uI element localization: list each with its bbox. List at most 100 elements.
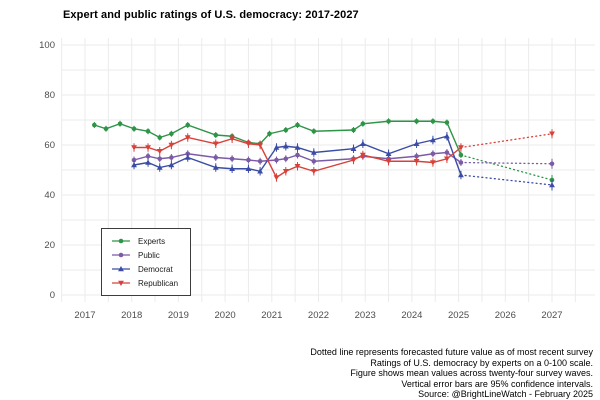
data-point: [229, 165, 236, 172]
data-point: [359, 140, 366, 147]
circle-legend-marker-icon: [112, 252, 130, 258]
footnote-line: Dotted line represents forecasted future…: [310, 347, 593, 357]
data-point: [360, 121, 366, 127]
data-point: [274, 157, 279, 163]
data-point: [117, 121, 123, 127]
data-point: [458, 172, 464, 178]
y-tick-label: 80: [44, 90, 55, 101]
series-line: [133, 135, 462, 176]
data-point: [414, 118, 419, 124]
data-point: [444, 133, 450, 139]
data-point: [273, 144, 280, 150]
data-point: [131, 162, 137, 168]
data-point: [385, 150, 392, 157]
data-point: [310, 168, 317, 175]
data-point: [257, 158, 263, 164]
series-line: [134, 136, 462, 179]
x-tick-label: 2019: [168, 310, 189, 321]
data-point: [413, 140, 420, 147]
data-point: [311, 128, 317, 134]
legend-label: Experts: [138, 236, 166, 246]
x-tick-label: 2026: [495, 310, 516, 321]
data-point: [184, 135, 191, 141]
data-point: [245, 141, 252, 147]
data-point: [430, 118, 436, 124]
data-point: [359, 152, 366, 158]
data-point: [273, 175, 280, 181]
data-point: [212, 141, 219, 147]
data-point: [282, 143, 289, 149]
data-point: [168, 142, 175, 148]
data-point: [458, 145, 464, 151]
chart-title: Expert and public ratings of U.S. democr…: [63, 9, 359, 21]
y-tick-label: 0: [50, 290, 55, 301]
data-point: [283, 156, 289, 162]
y-tick-label: 20: [44, 240, 55, 251]
series-line: [94, 120, 462, 156]
data-point: [282, 168, 289, 175]
data-point: [131, 126, 137, 132]
series-line: [133, 151, 462, 164]
series-public: [131, 149, 555, 169]
data-point: [92, 122, 97, 128]
data-point: [168, 162, 175, 168]
data-point: [145, 128, 151, 134]
data-point: [458, 152, 464, 158]
data-point: [118, 238, 124, 244]
data-point: [246, 157, 251, 163]
data-point: [430, 160, 436, 166]
x-tick-label: 2027: [541, 310, 562, 321]
circle-legend-marker-icon: [112, 238, 130, 244]
x-tick-label: 2020: [215, 310, 236, 321]
data-point: [131, 145, 137, 151]
data-point: [118, 252, 124, 258]
footnote-line: Figure shows mean values across twenty-f…: [350, 368, 593, 379]
data-point: [386, 118, 391, 124]
data-point: [444, 120, 450, 125]
data-point: [118, 280, 124, 286]
data-point: [295, 122, 300, 128]
forecast-line: [460, 133, 553, 149]
data-point: [145, 159, 151, 165]
data-point: [413, 158, 420, 165]
x-tick-label: 2017: [74, 310, 95, 321]
x-tick-label: 2022: [308, 310, 329, 321]
data-point: [145, 145, 151, 151]
data-point: [229, 156, 235, 162]
data-point: [156, 148, 163, 155]
data-point: [549, 131, 555, 137]
legend-item-experts: Experts: [111, 236, 178, 246]
legend: Experts Public Democrat Republican: [101, 228, 192, 296]
data-point: [444, 150, 450, 155]
series-republican: [131, 129, 555, 182]
data-point: [245, 165, 252, 172]
data-point: [169, 131, 174, 137]
x-tick-label: 2021: [261, 310, 282, 321]
data-point: [430, 151, 436, 157]
data-point: [430, 137, 436, 143]
data-point: [212, 164, 219, 170]
triangle-down-legend-marker-icon: [112, 280, 130, 286]
data-point: [184, 154, 191, 160]
data-point: [294, 144, 301, 150]
data-point: [549, 161, 555, 167]
y-tick-label: 60: [44, 140, 55, 151]
data-point: [131, 157, 137, 163]
data-point: [295, 152, 300, 158]
data-point: [229, 136, 236, 142]
data-point: [103, 126, 109, 132]
x-tick-label: 2018: [121, 310, 142, 321]
data-point: [145, 153, 151, 159]
data-point: [185, 122, 191, 128]
legend-item-democrat: Democrat: [111, 264, 178, 274]
y-tick-label: 100: [39, 40, 55, 51]
data-point: [458, 160, 464, 165]
data-point: [311, 158, 317, 164]
forecast-line: [460, 174, 553, 186]
x-tick-label: 2023: [355, 310, 376, 321]
legend-label: Democrat: [138, 264, 173, 274]
data-point: [283, 127, 289, 133]
legend-label: Republican: [138, 278, 179, 288]
